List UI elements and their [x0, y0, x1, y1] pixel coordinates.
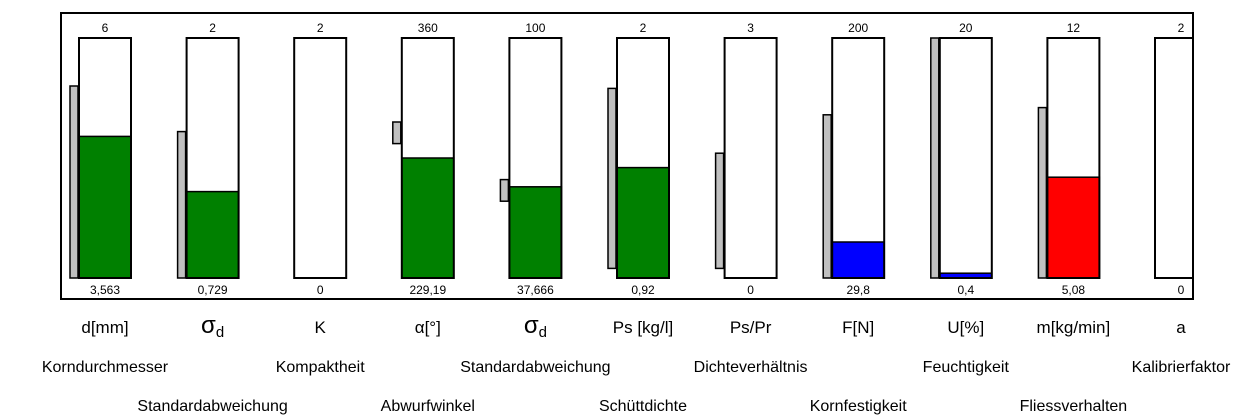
- gauge-fill: [185, 190, 240, 279]
- gauge-max-label: 3: [747, 21, 754, 35]
- gauge-description-label: Dichteverhältnis: [693, 359, 808, 376]
- gauge-max-label: 100: [525, 21, 545, 35]
- gauge-max-label: 2: [209, 21, 216, 35]
- gauge-indicator: [392, 121, 402, 145]
- gauge-symbol-subscript: d: [215, 324, 225, 341]
- gauge-max-label: 360: [418, 21, 438, 35]
- gauge-value-label: 3,563: [90, 283, 120, 297]
- gauge-indicator: [930, 37, 940, 279]
- gauge-description-label: Fliessverhalten: [1019, 398, 1128, 415]
- gauge-value-label: 0: [1178, 283, 1185, 297]
- gauge-value-label: 0,729: [198, 283, 228, 297]
- gauge-frame: [400, 37, 455, 279]
- gauge-indicator: [607, 87, 617, 270]
- gauge-description-label: Kornfestigkeit: [809, 398, 907, 415]
- gauge-symbol-label: d[mm]: [81, 318, 129, 337]
- gauge-value-label: 0,92: [631, 283, 655, 297]
- gauge-max-label: 2: [1178, 21, 1185, 35]
- gauge-frame: [185, 37, 240, 279]
- gauge-value-label: 0: [747, 283, 754, 297]
- gauge-symbol-label: U[%]: [947, 318, 985, 337]
- gauge-value-label: 0,4: [957, 283, 974, 297]
- gauge-description-label: Abwurfwinkel: [380, 398, 475, 415]
- gauge-symbol-label: K: [314, 318, 326, 337]
- gauge-description-label: Feuchtigkeit: [922, 359, 1009, 376]
- gauge-description-label: Kalibrierfaktor: [1131, 359, 1231, 376]
- gauge-symbol-label: σd: [201, 312, 225, 341]
- gauge-frame: [938, 37, 993, 279]
- gauge-indicator: [714, 152, 725, 270]
- gauge-description-label: Kompaktheit: [275, 359, 365, 376]
- gauge-max-label: 12: [1067, 21, 1081, 35]
- gauge-symbol-label: m[kg/min]: [1036, 318, 1111, 337]
- gauge-indicator: [176, 130, 187, 279]
- gauge-fill: [616, 166, 670, 279]
- gauge-symbol-label: a: [1176, 318, 1186, 337]
- gauge-description-label: Standardabweichung: [137, 398, 288, 415]
- gauge-indicator: [1037, 106, 1048, 279]
- gauge-panel: 6 3,563 2 0,729 2 0 360 229,19 100 37,666 2 0,92 3 0 2…: [60, 12, 1194, 300]
- gauge-fill: [78, 135, 132, 279]
- gauge-value-label: 29,8: [847, 283, 871, 297]
- gauge-indicator: [822, 114, 832, 279]
- gauge-symbol-subscript: d: [538, 324, 547, 341]
- gauge-fill: [401, 157, 455, 279]
- gauge-max-label: 20: [959, 21, 973, 35]
- gauge-symbol-label: σd: [523, 312, 547, 341]
- gauge-description-label: Korndurchmesser: [41, 359, 169, 376]
- gauge-max-label: 6: [102, 21, 109, 35]
- gauge-value-label: 0: [317, 283, 324, 297]
- gauge-frame: [1046, 37, 1101, 279]
- gauge-frame: [1154, 37, 1192, 279]
- gauge-indicator: [499, 178, 510, 202]
- gauge-fill: [1046, 176, 1101, 279]
- gauge-symbol-label: Ps [kg/l]: [612, 318, 674, 337]
- gauge-description-label: Standardabweichung: [460, 359, 611, 376]
- gauge-fill: [831, 241, 885, 279]
- gauge-frame: [831, 37, 886, 279]
- gauge-symbol-label: F[N]: [842, 318, 875, 337]
- gauge-indicator: [69, 85, 79, 279]
- gauge-chart: 63,56320,72920360229,1910037,66620,92302…: [69, 21, 1192, 297]
- gauge-max-label: 200: [848, 21, 868, 35]
- gauge-value-label: 229,19: [409, 283, 446, 297]
- gauge-frame: [508, 37, 563, 279]
- gauge-frame: [78, 37, 132, 279]
- gauge-fill: [508, 186, 563, 279]
- gauge-value-label: 5,08: [1062, 283, 1086, 297]
- gauge-max-label: 2: [640, 21, 647, 35]
- gauge-frame: [723, 37, 778, 279]
- gauge-value-label: 37,666: [517, 283, 554, 297]
- gauge-max-label: 2: [317, 21, 324, 35]
- gauge-symbol-label: Ps/Pr: [729, 318, 772, 337]
- gauge-frame: [293, 37, 348, 279]
- gauge-symbol-label: α[°]: [414, 318, 441, 337]
- gauge-frame: [616, 37, 670, 279]
- gauge-description-label: Schüttdichte: [598, 398, 688, 415]
